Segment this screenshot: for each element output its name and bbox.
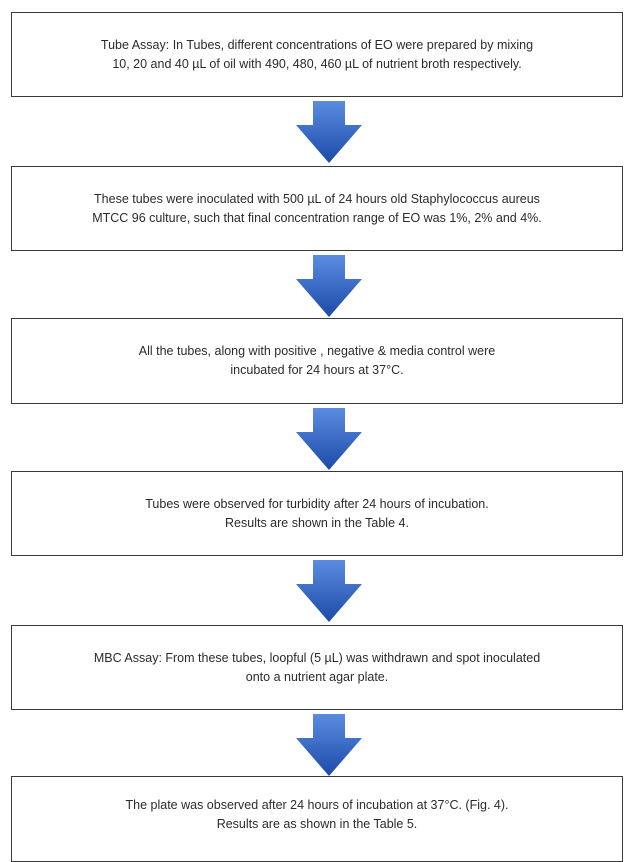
step-text: Tube Assay: In Tubes, different concentr… (101, 36, 533, 74)
step-text: The plate was observed after 24 hours of… (126, 796, 509, 834)
step-line: MBC Assay: From these tubes, loopful (5 … (93, 650, 541, 665)
step-text: All the tubes, along with positive , neg… (139, 342, 495, 380)
step-inoculation: These tubes were inoculated with 500 µL … (11, 166, 623, 251)
step-incubation: All the tubes, along with positive , neg… (11, 318, 623, 404)
step-line: Results are as shown in the Table 5. (216, 817, 418, 831)
step-line: Tubes were observed for turbidity after … (145, 496, 489, 511)
step-line: These tubes were inoculated with 500 µL … (94, 191, 540, 206)
down-arrow-icon (296, 255, 362, 317)
step-tube-assay: Tube Assay: In Tubes, different concentr… (11, 12, 623, 97)
step-line: onto a nutrient agar plate. (245, 669, 389, 684)
step-plate-observation: The plate was observed after 24 hours of… (11, 776, 623, 862)
step-line: MTCC 96 culture, such that final concent… (92, 210, 542, 225)
down-arrow-icon (296, 101, 362, 163)
step-text: Tubes were observed for turbidity after … (145, 495, 488, 533)
step-mbc-assay: MBC Assay: From these tubes, loopful (5 … (11, 625, 623, 710)
step-line: The plate was observed after 24 hours of… (125, 798, 509, 812)
step-text: MBC Assay: From these tubes, loopful (5 … (94, 649, 540, 687)
step-line: Results are shown in the Table 4. (225, 515, 409, 530)
down-arrow-icon (296, 408, 362, 470)
step-line: Tube Assay: In Tubes, different concentr… (100, 37, 534, 52)
step-line: All the tubes, along with positive , neg… (138, 344, 496, 358)
down-arrow-icon (296, 714, 362, 776)
step-text: These tubes were inoculated with 500 µL … (92, 190, 542, 228)
down-arrow-icon (296, 560, 362, 622)
step-line: 10, 20 and 40 µL of oil with 490, 480, 4… (112, 56, 522, 71)
step-turbidity-observation: Tubes were observed for turbidity after … (11, 471, 623, 556)
step-line: incubated for 24 hours at 37°C. (230, 363, 404, 377)
